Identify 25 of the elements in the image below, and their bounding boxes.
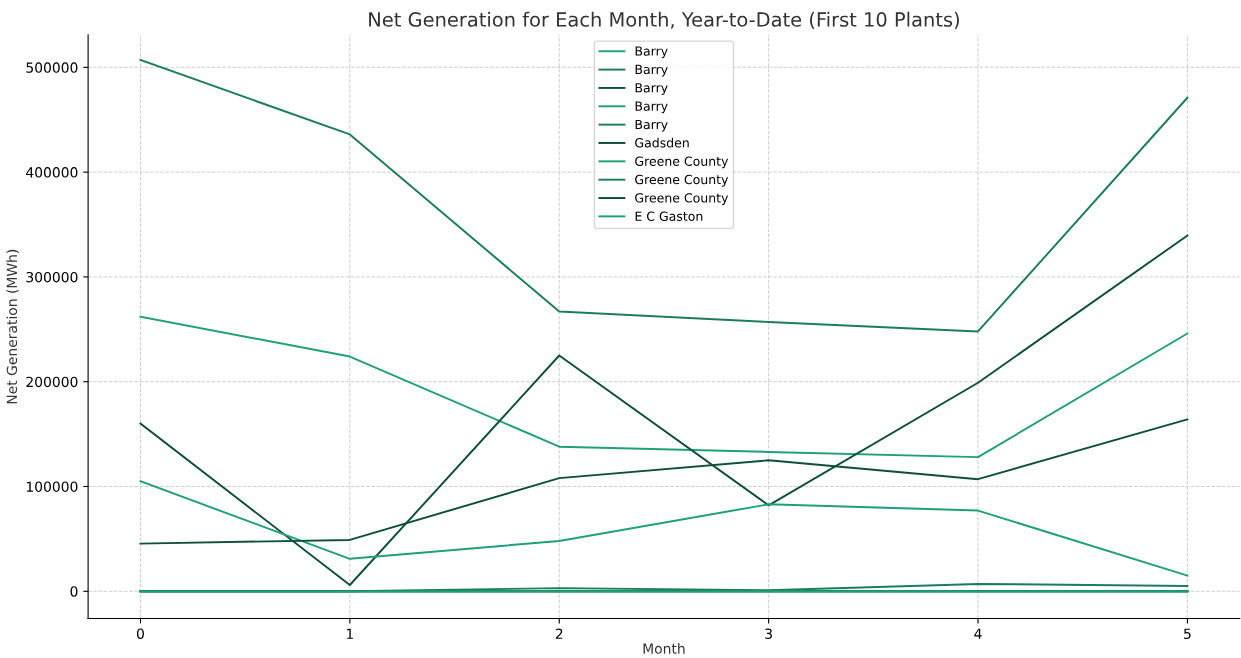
legend-label: Barry (635, 119, 668, 132)
x-tick-label: 1 (346, 628, 353, 639)
x-tick-label: 0 (136, 628, 144, 639)
y-tick-label: 100000 (26, 481, 78, 492)
legend-label: E C Gaston (635, 211, 703, 221)
x-tick-label: 2 (555, 628, 563, 639)
x-axis-title: Month (643, 643, 685, 654)
y-tick-label: 300000 (26, 271, 78, 283)
legend-label: Barry (635, 83, 668, 95)
legend-label: Barry (635, 64, 668, 77)
chart-title: Net Generation for Each Month, Year-to-Date (First 10 Plants) (369, 11, 959, 30)
legend-label: Greene County (635, 174, 729, 187)
x-tick-label: 4 (974, 628, 982, 639)
legend-label: Gadsden (635, 137, 689, 148)
legend-label: Barry (635, 46, 668, 59)
y-tick-label: 200000 (26, 376, 78, 388)
legend-label: Greene County (635, 193, 729, 205)
x-tick-label: 3 (765, 628, 772, 639)
y-tick-label: 500000 (26, 62, 78, 73)
x-tick-label: 5 (1184, 628, 1191, 639)
y-axis-title: Net Generation (MWh) (6, 249, 19, 404)
y-tick-label: 400000 (26, 167, 78, 178)
legend-label: Greene County (635, 156, 729, 169)
legend-label: Barry (635, 101, 668, 114)
y-tick-label: 0 (70, 586, 78, 597)
